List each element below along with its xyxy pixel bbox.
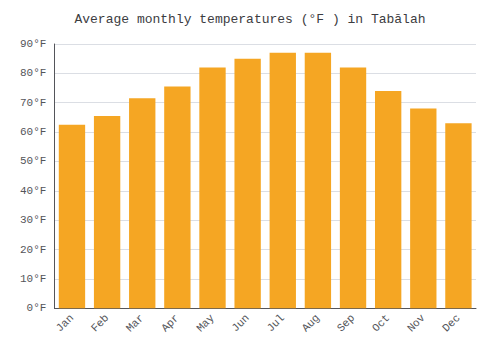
svg-text:Jun: Jun (229, 312, 251, 334)
svg-text:70°F: 70°F (20, 97, 46, 109)
svg-text:20°F: 20°F (20, 244, 46, 256)
svg-text:90°F: 90°F (20, 38, 46, 50)
svg-text:Feb: Feb (89, 312, 111, 334)
svg-text:Oct: Oct (370, 312, 392, 334)
svg-text:Sep: Sep (335, 312, 357, 334)
svg-text:40°F: 40°F (20, 185, 46, 197)
svg-text:Nov: Nov (405, 312, 428, 335)
svg-text:80°F: 80°F (20, 67, 46, 79)
svg-text:60°F: 60°F (20, 126, 46, 138)
svg-text:Jul: Jul (265, 312, 287, 334)
svg-text:Dec: Dec (440, 312, 462, 334)
svg-text:May: May (194, 312, 217, 335)
svg-text:Apr: Apr (159, 312, 181, 334)
svg-text:Jan: Jan (54, 312, 76, 334)
svg-text:30°F: 30°F (20, 214, 46, 226)
svg-text:50°F: 50°F (20, 155, 46, 167)
svg-text:Average monthly temperatures (: Average monthly temperatures (°F ) in Ta… (74, 12, 425, 27)
svg-text:10°F: 10°F (20, 273, 46, 285)
svg-text:Mar: Mar (124, 312, 146, 334)
svg-text:0°F: 0°F (27, 302, 47, 314)
svg-text:Aug: Aug (300, 312, 322, 334)
